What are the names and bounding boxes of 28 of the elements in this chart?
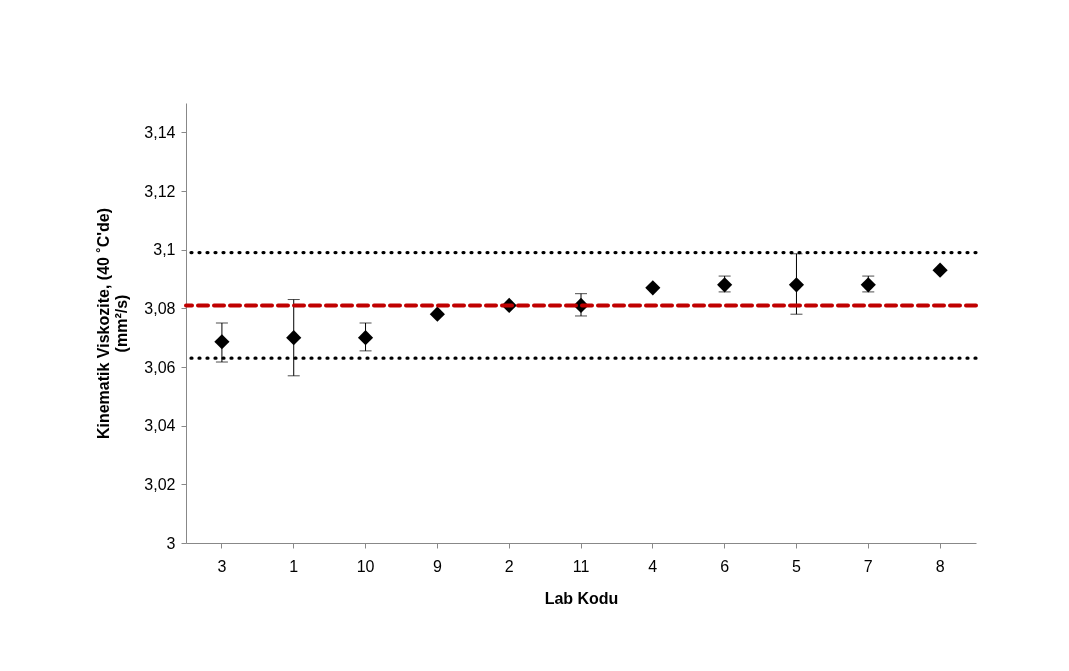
x-tick-label: 6 bbox=[720, 557, 730, 575]
x-tick-label: 9 bbox=[432, 557, 442, 575]
x-axis-title: Lab Kodu bbox=[544, 589, 619, 607]
x-tick-label: 8 bbox=[935, 557, 945, 575]
x-tick-label: 11 bbox=[572, 557, 590, 575]
x-tick-label: 10 bbox=[356, 557, 375, 575]
y-tick-label: 3,1 bbox=[153, 241, 176, 259]
point bbox=[788, 277, 805, 293]
x-tick-label: 7 bbox=[863, 557, 873, 575]
y-tick-label: 3,04 bbox=[144, 417, 176, 435]
y-axis-title: Kinematik Viskozite, (40 ˚C'de) (mm²/s) bbox=[95, 207, 131, 440]
point bbox=[429, 306, 445, 322]
point bbox=[932, 262, 948, 278]
x-tick-label: 3 bbox=[217, 557, 227, 575]
y-tick-label: 3,02 bbox=[144, 475, 176, 493]
y-tick-label: 3 bbox=[166, 534, 176, 552]
x-tick-label: 2 bbox=[504, 557, 514, 575]
x-tick-label: 1 bbox=[289, 557, 299, 575]
point bbox=[645, 280, 661, 296]
point bbox=[357, 330, 374, 346]
x-tick-label: 4 bbox=[648, 557, 658, 575]
y-tick-label: 3,06 bbox=[144, 358, 176, 376]
x-tick-label: 5 bbox=[792, 557, 801, 575]
point bbox=[286, 330, 302, 346]
y-tick-label: 3,08 bbox=[144, 299, 176, 317]
y-tick-label: 3,14 bbox=[144, 123, 176, 141]
point bbox=[214, 334, 230, 350]
y-tick-label: 3,12 bbox=[144, 182, 176, 200]
